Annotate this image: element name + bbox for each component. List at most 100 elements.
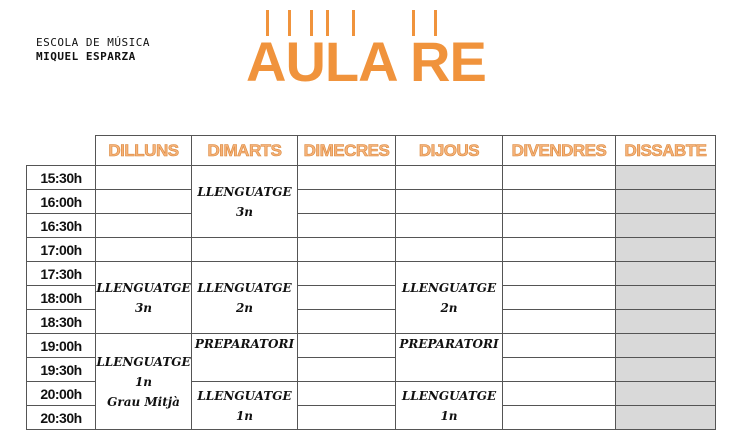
time-label: 17:30h <box>26 261 96 286</box>
time-label: 18:00h <box>26 285 96 310</box>
empty-cell <box>615 285 716 310</box>
empty-cell <box>297 213 396 238</box>
empty-cell <box>615 309 716 334</box>
class-name: LLENGUATGE <box>96 280 191 295</box>
class-level: 2n <box>440 300 458 315</box>
time-label: 17:00h <box>26 237 96 262</box>
class-block: LLENGUATGE 1n Grau Mitjà <box>95 333 192 430</box>
table-row: 18:30h <box>26 309 716 334</box>
day-header-wednesday: DIMECRES <box>297 135 396 166</box>
corner-cell <box>27 136 96 166</box>
logo-line-1: ESCOLA DE MÚSICA <box>36 36 150 49</box>
empty-cell <box>502 405 616 430</box>
time-label: 15:30h <box>26 165 96 190</box>
empty-cell <box>615 261 716 286</box>
time-label: 16:00h <box>26 189 96 214</box>
empty-cell <box>297 309 396 334</box>
day-header-friday: DIVENDRES <box>502 135 616 166</box>
empty-cell <box>502 213 616 238</box>
class-name: PREPARATORI <box>399 337 499 351</box>
empty-cell <box>502 189 616 214</box>
empty-cell <box>502 381 616 406</box>
empty-cell <box>502 261 616 286</box>
day-header-tuesday: DIMARTS <box>191 135 298 166</box>
class-block: LLENGUATGE 3n <box>95 261 192 334</box>
time-label: 20:30h <box>26 405 96 430</box>
empty-cell <box>615 189 716 214</box>
empty-cell <box>297 381 396 406</box>
empty-cell <box>95 237 192 262</box>
class-block: LLENGUATGE 1n <box>191 381 298 430</box>
school-logo: ESCOLA DE MÚSICA MIQUEL ESPARZA <box>36 36 150 64</box>
class-block: LLENGUATGE 1n <box>395 381 503 430</box>
class-block: LLENGUATGE 3n <box>191 165 298 238</box>
logo-line-2: MIQUEL ESPARZA <box>36 50 136 63</box>
time-label: 16:30h <box>26 213 96 238</box>
empty-cell <box>502 285 616 310</box>
empty-cell <box>615 405 716 430</box>
empty-cell <box>95 165 192 190</box>
class-block: LLENGUATGE 2n <box>395 261 503 334</box>
class-name: LLENGUATGE <box>197 388 292 403</box>
hanging-strings-decoration <box>244 8 484 38</box>
table-row: 19:30h <box>26 357 716 382</box>
class-grade: Grau Mitjà <box>107 394 180 409</box>
empty-cell <box>615 237 716 262</box>
class-name: LLENGUATGE <box>401 280 497 295</box>
class-level: 1n <box>134 374 153 389</box>
time-label: 20:00h <box>26 381 96 406</box>
empty-cell <box>395 165 503 190</box>
empty-cell <box>502 333 616 358</box>
time-label: 19:30h <box>26 357 96 382</box>
class-block: LLENGUATGE 2n <box>191 261 298 334</box>
day-header-thursday: DIJOUS <box>395 135 503 166</box>
class-block: PREPARATORI <box>395 333 503 382</box>
empty-cell <box>297 357 396 382</box>
class-name: LLENGUATGE <box>197 184 292 199</box>
title-text: AULA RE <box>246 30 487 93</box>
day-header-monday: DILLUNS <box>95 135 192 166</box>
time-label: 18:30h <box>26 309 96 334</box>
empty-cell <box>395 237 503 262</box>
empty-cell <box>297 189 396 214</box>
class-level: 1n <box>235 408 254 423</box>
table-row: 17:30h LLENGUATGE 3n LLENGUATGE 2n LLENGUA… <box>26 261 716 334</box>
header-row: DILLUNS DIMARTS DIMECRES DIJOUS DIVENDRE… <box>27 135 716 166</box>
class-name: LLENGUATGE <box>401 388 497 403</box>
empty-cell <box>297 261 396 286</box>
empty-cell <box>615 381 716 406</box>
empty-cell <box>95 213 192 238</box>
table-row: 17:00h <box>26 237 716 262</box>
empty-cell <box>297 165 396 190</box>
class-level: 2n <box>235 300 254 315</box>
empty-cell <box>297 405 396 430</box>
day-header-saturday: DISSABTE <box>615 135 716 166</box>
class-level: 1n <box>440 408 458 423</box>
schedule-table: DILLUNS DIMARTS DIMECRES DIJOUS DIVENDRE… <box>26 135 716 430</box>
empty-cell <box>297 333 396 358</box>
empty-cell <box>191 237 298 262</box>
empty-cell <box>615 357 716 382</box>
time-label: 19:00h <box>26 333 96 358</box>
class-name: LLENGUATGE <box>197 280 292 295</box>
empty-cell <box>502 309 616 334</box>
empty-cell <box>297 237 396 262</box>
table-row: 16:30h <box>26 213 716 238</box>
table-row: 15:30h LLENGUATGE 3n <box>26 165 716 238</box>
empty-cell <box>95 189 192 214</box>
class-level: 3n <box>134 300 153 315</box>
class-block: PREPARATORI <box>191 333 298 382</box>
class-name: LLENGUATGE <box>96 354 191 369</box>
empty-cell <box>502 165 616 190</box>
empty-cell <box>502 357 616 382</box>
empty-cell <box>395 213 503 238</box>
page-title: AULA RE <box>244 8 487 92</box>
class-level: 3n <box>235 204 254 219</box>
empty-cell <box>297 285 396 310</box>
class-name: PREPARATORI <box>194 337 295 351</box>
empty-cell <box>615 165 716 190</box>
empty-cell <box>615 213 716 238</box>
table-row: 19:00h LLENGUATGE 1n Grau Mitjà PREPARATOR… <box>26 333 716 430</box>
table-row: 20:30h <box>26 405 716 430</box>
table-row: 16:00h <box>26 189 716 214</box>
